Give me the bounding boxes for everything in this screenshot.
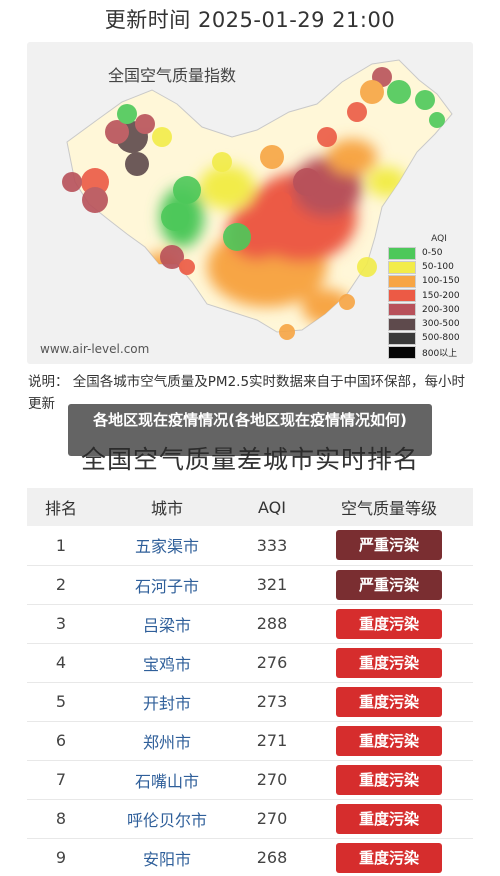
level-badge: 重度污染 — [336, 647, 442, 678]
legend-row: 150-200 — [388, 289, 468, 303]
legend-row: 300-500 — [388, 317, 468, 331]
city-cell[interactable]: 宝鸡市 — [95, 643, 239, 683]
header-aqi: AQI — [239, 488, 305, 526]
level-cell: 严重污染 — [305, 565, 473, 605]
header-level: 空气质量等级 — [305, 488, 473, 526]
aqi-cell: 276 — [239, 643, 305, 683]
update-time: 更新时间 2025-01-29 21:00 — [104, 8, 396, 32]
city-aqi-points — [62, 67, 445, 340]
aqi-cell: 271 — [239, 721, 305, 761]
city-cell[interactable]: 石嘴山市 — [95, 760, 239, 800]
level-cell: 重度污染 — [305, 838, 473, 876]
aqi-cell: 268 — [239, 838, 305, 876]
legend-swatch — [388, 345, 416, 359]
rank-cell: 2 — [27, 565, 95, 605]
legend-swatch — [388, 331, 416, 345]
rank-cell: 5 — [27, 682, 95, 722]
legend-swatch — [388, 317, 416, 331]
legend-row: 200-300 — [388, 303, 468, 317]
legend-row: 0-50 — [388, 246, 468, 260]
aqi-cell: 273 — [239, 682, 305, 722]
level-cell: 重度污染 — [305, 799, 473, 839]
legend-row: 50-100 — [388, 260, 468, 274]
article-title-overlay: 各地区现在疫情情况(各地区现在疫情情况如何) — [68, 404, 432, 456]
legend-swatch — [388, 289, 416, 303]
map-title: 全国空气质量指数 — [107, 66, 236, 85]
legend-swatch — [388, 246, 416, 260]
city-cell[interactable]: 吕梁市 — [95, 604, 239, 644]
rank-cell: 8 — [27, 799, 95, 839]
rank-cell: 4 — [27, 643, 95, 683]
ranking-table: 排名 城市 AQI 空气质量等级 1 五家渠市 333 严重污染 2 石河子市 321 严重污… — [27, 488, 473, 876]
table-row[interactable]: 2 石河子市 321 严重污染 — [27, 565, 473, 605]
level-badge: 重度污染 — [336, 764, 442, 795]
header-city: 城市 — [95, 488, 239, 526]
watermark: www.air-level.com — [40, 342, 150, 356]
level-badge: 严重污染 — [336, 569, 442, 600]
level-badge: 重度污染 — [336, 803, 442, 834]
table-row[interactable]: 1 五家渠市 333 严重污染 — [27, 526, 473, 566]
legend-row: 800以上 — [388, 345, 468, 359]
city-cell[interactable]: 郑州市 — [95, 721, 239, 761]
level-badge: 严重污染 — [336, 530, 442, 561]
city-cell[interactable]: 开封市 — [95, 682, 239, 722]
aqi-cell: 288 — [239, 604, 305, 644]
city-cell[interactable]: 安阳市 — [95, 838, 239, 876]
legend-label: 300-500 — [422, 319, 460, 330]
table-row[interactable]: 9 安阳市 268 重度污染 — [27, 838, 473, 876]
legend-label: 800以上 — [422, 348, 458, 359]
table-row[interactable]: 4 宝鸡市 276 重度污染 — [27, 643, 473, 683]
legend-swatch — [388, 274, 416, 288]
rank-cell: 6 — [27, 721, 95, 761]
rank-cell: 3 — [27, 604, 95, 644]
level-cell: 重度污染 — [305, 682, 473, 722]
table-row[interactable]: 8 呼伦贝尔市 270 重度污染 — [27, 799, 473, 839]
city-cell[interactable]: 五家渠市 — [95, 526, 239, 566]
legend-label: 100-150 — [422, 276, 460, 287]
level-badge: 重度污染 — [336, 842, 442, 873]
legend-swatch — [388, 260, 416, 274]
legend-row: 500-800 — [388, 331, 468, 345]
legend-title: AQI — [431, 234, 447, 244]
level-cell: 重度污染 — [305, 760, 473, 800]
table-row[interactable]: 5 开封市 273 重度污染 — [27, 682, 473, 722]
table-row[interactable]: 7 石嘴山市 270 重度污染 — [27, 760, 473, 800]
aqi-cell: 270 — [239, 760, 305, 800]
legend-label: 0-50 — [422, 248, 443, 259]
aqi-legend: AQI 0-50 50-100 100-150 150-200 200-300 300-5… — [388, 232, 468, 360]
level-badge: 重度污染 — [336, 608, 442, 639]
level-cell: 重度污染 — [305, 604, 473, 644]
legend-label: 200-300 — [422, 304, 460, 315]
legend-swatch — [388, 303, 416, 317]
aqi-cell: 333 — [239, 526, 305, 566]
legend-label: 50-100 — [422, 262, 454, 273]
table-row[interactable]: 6 郑州市 271 重度污染 — [27, 721, 473, 761]
rank-cell: 7 — [27, 760, 95, 800]
table-row[interactable]: 3 吕梁市 288 重度污染 — [27, 604, 473, 644]
city-cell[interactable]: 呼伦贝尔市 — [95, 799, 239, 839]
legend-label: 150-200 — [422, 290, 460, 301]
level-badge: 重度污染 — [336, 686, 442, 717]
legend-label: 500-800 — [422, 333, 460, 344]
header-rank: 排名 — [27, 488, 95, 526]
aqi-cell: 321 — [239, 565, 305, 605]
rank-cell: 1 — [27, 526, 95, 566]
city-cell[interactable]: 石河子市 — [95, 565, 239, 605]
rank-cell: 9 — [27, 838, 95, 876]
data-source-note: 说明： 全国各城市空气质量及PM2.5实时数据来自于中国环保部，每小时更新 — [28, 374, 466, 412]
level-cell: 重度污染 — [305, 643, 473, 683]
china-aqi-map — [62, 59, 453, 340]
level-cell: 重度污染 — [305, 721, 473, 761]
level-cell: 严重污染 — [305, 526, 473, 566]
legend-row: 100-150 — [388, 274, 468, 288]
aqi-map-panel: 全国空气质量指数 AQI 0-50 50-100 100-150 150-200 200… — [27, 42, 473, 364]
table-header-row: 排名 城市 AQI 空气质量等级 — [27, 488, 473, 526]
level-badge: 重度污染 — [336, 725, 442, 756]
aqi-cell: 270 — [239, 799, 305, 839]
